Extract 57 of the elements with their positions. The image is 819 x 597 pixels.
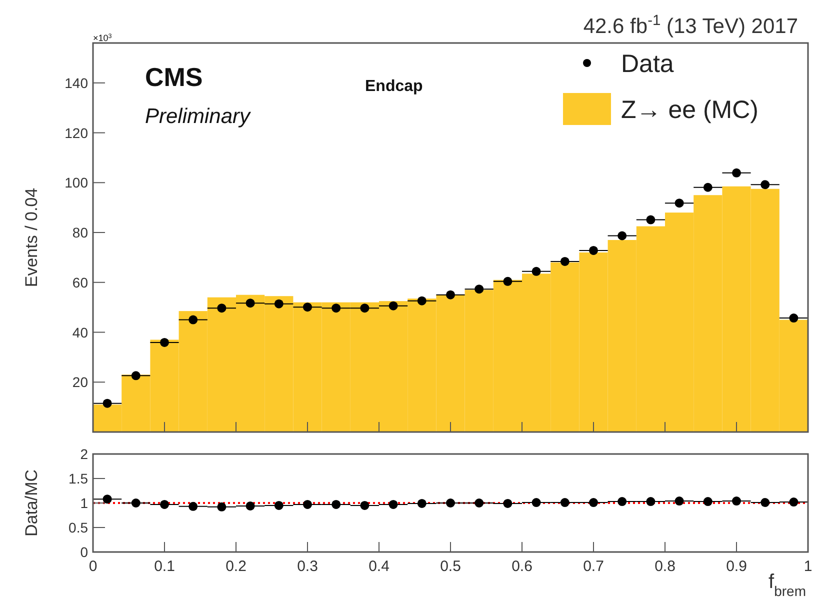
x-tick-label: 0.6 (512, 558, 532, 575)
x-tick-label: 0.8 (654, 558, 676, 575)
point (503, 276, 512, 286)
point (732, 168, 741, 178)
point (388, 301, 398, 310)
point (674, 198, 684, 208)
y-axis-title: Data/MC (22, 469, 41, 537)
y-tick-label: 20 (72, 374, 88, 390)
point (560, 256, 570, 266)
x-tick-label: 0.7 (583, 558, 604, 575)
chart-title: 42.6 fb$^{-1}$ (13 TeV) 2017 (583, 13, 798, 38)
annotation: Endcap (365, 78, 424, 95)
legend-label: Z→ ee (MC) (621, 96, 758, 124)
x-tick-label: 0.4 (368, 558, 390, 575)
point (131, 371, 140, 380)
point (589, 246, 598, 255)
point (246, 298, 255, 308)
y-tick-label: 2 (80, 446, 88, 462)
y-tick-label: 60 (72, 274, 88, 290)
point (474, 284, 484, 294)
y-tick-label: 80 (72, 224, 88, 241)
point (274, 299, 284, 308)
x-tick-label: 0.9 (726, 558, 747, 575)
y-tick-label: 1 (80, 495, 88, 511)
x-axis-title: f$_{brem}$ (768, 571, 806, 597)
y-tick-label: 140 (64, 74, 88, 91)
point (532, 266, 541, 276)
point (102, 398, 112, 408)
point (332, 304, 341, 313)
x-tick-label: 0.2 (226, 558, 246, 575)
point (646, 215, 656, 224)
legend-label: Data (621, 50, 674, 78)
x-tick-label: 1 (804, 558, 812, 575)
point (360, 304, 370, 313)
annotation: ×10$^{3}$ (93, 32, 112, 43)
point (188, 315, 198, 324)
point (703, 182, 712, 192)
point (618, 231, 627, 240)
point (160, 338, 169, 347)
x-tick-label: 0.1 (154, 558, 175, 575)
y-tick-label: 100 (64, 174, 88, 191)
y-tick-label: 0 (80, 544, 88, 560)
y-tick-label: 1.5 (68, 470, 88, 486)
y-tick-label: 40 (72, 324, 88, 340)
annotation: Preliminary (145, 105, 252, 128)
x-tick-label: 0.5 (440, 558, 461, 575)
point (760, 180, 770, 190)
x-tick-label: 0.3 (297, 558, 318, 575)
y-tick-label: 120 (64, 124, 88, 141)
point (417, 296, 426, 306)
point (446, 290, 455, 300)
y-axis-title: Events / 0.04 (22, 188, 41, 288)
point (217, 304, 226, 313)
y-tick-label: 0.5 (68, 520, 88, 536)
point (303, 302, 312, 312)
annotation: CMS (145, 62, 203, 92)
point (789, 314, 798, 323)
